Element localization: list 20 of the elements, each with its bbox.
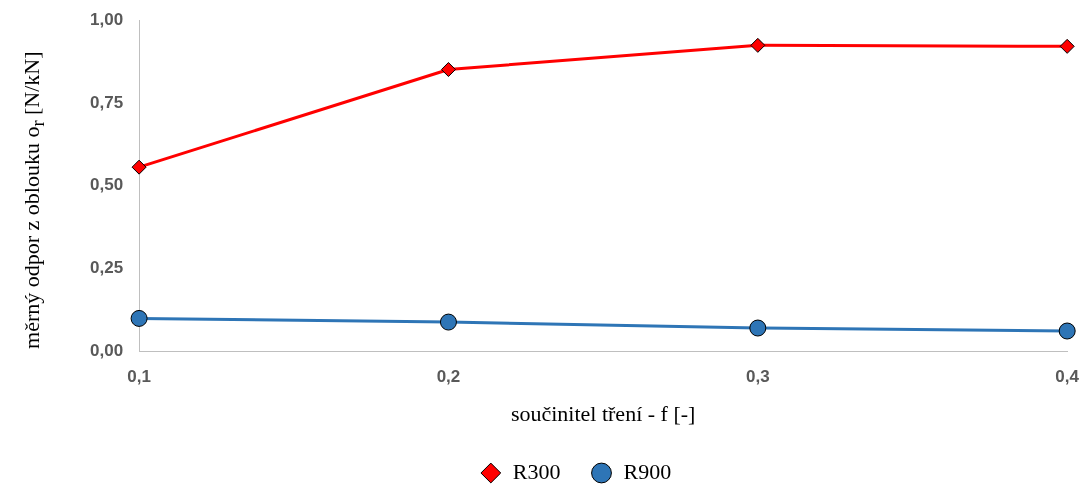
point (130, 309, 148, 327)
x-tick-label: 0,2 (436, 367, 461, 387)
x-tick-label: 0,1 (127, 367, 151, 387)
y-tick-label: 0,00 (89, 340, 124, 360)
x-tick-label: 0,3 (746, 367, 770, 387)
y-tick-label: 0,75 (89, 92, 124, 112)
point (1059, 38, 1075, 54)
point (1058, 322, 1076, 340)
point (750, 37, 766, 53)
y-tick-label: 0,50 (89, 175, 124, 195)
point (439, 313, 457, 331)
point (131, 159, 147, 175)
point (749, 319, 767, 337)
legend-label: R900 (623, 458, 672, 484)
y-tick-label: 0,25 (89, 258, 124, 278)
point (440, 62, 456, 78)
y-tick-label: 1,00 (89, 9, 124, 29)
legend-label: R300 (512, 458, 561, 484)
x-tick-label: 0,4 (1055, 367, 1080, 387)
x-axis-title: součinitel tření - f [-] (510, 400, 696, 426)
